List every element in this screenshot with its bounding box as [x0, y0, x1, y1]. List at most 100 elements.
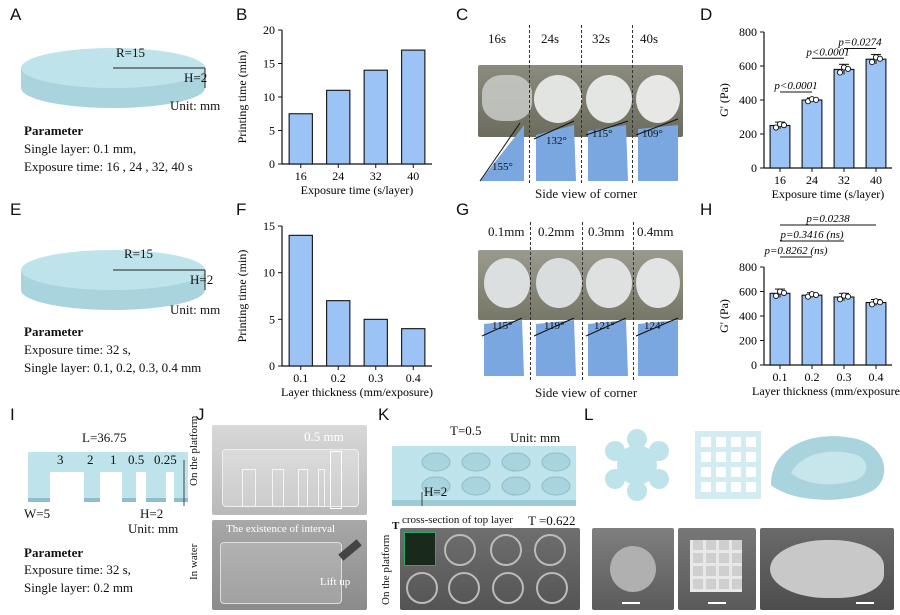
shape-models — [605, 429, 885, 501]
p-value-label: p<0.0001 — [773, 80, 817, 92]
y-tick-label: 200 — [739, 127, 757, 141]
panel-g: 0.1mm 0.2mm 0.3mm 0.4mm 115° 119° 121° 1… — [478, 222, 683, 382]
unit-label-k: Unit: mm — [510, 430, 561, 445]
y-tick-label: 15 — [263, 219, 275, 233]
disk-photo — [478, 250, 683, 320]
bar — [401, 328, 426, 367]
y-tick-label: 5 — [269, 312, 275, 326]
thickness-label: 0.3mm — [588, 224, 625, 239]
bar — [363, 318, 388, 367]
data-point — [812, 96, 820, 103]
comb-diagram-i — [28, 452, 188, 506]
radius-label-a: R=15 — [116, 45, 146, 60]
param-line1-i: Exposure time: 32 s, — [24, 562, 131, 577]
x-tick-label: 0.2 — [331, 371, 346, 385]
data-point — [868, 59, 876, 66]
panel-letter-l: L — [584, 405, 594, 424]
unit-label-e: Unit: mm — [170, 302, 221, 317]
param-title-a: Parameter — [24, 123, 84, 138]
param-title-i: Parameter — [24, 545, 84, 560]
bar — [288, 234, 313, 367]
x-tick-label: 24 — [806, 173, 818, 187]
data-point — [812, 291, 820, 298]
data-point — [876, 299, 884, 306]
comb-photo-water: The existence of interval Lift up — [212, 520, 367, 610]
radius-label-e: R=15 — [124, 246, 154, 261]
x-tick-label: 24 — [332, 169, 344, 183]
y-axis-label: Printing time (min) — [235, 250, 249, 343]
bar — [865, 58, 887, 169]
x-tick-label: 0.3 — [368, 371, 383, 385]
angle-label: 115° — [492, 320, 513, 332]
side-label-k: On the platform — [380, 534, 392, 605]
panel-letter-g: G — [456, 200, 470, 219]
panel-letter-e: E — [10, 200, 22, 219]
thickness-label: 0.4mm — [637, 224, 674, 239]
data-point — [772, 292, 780, 299]
thickness-label: 0.2mm — [538, 224, 575, 239]
bar — [769, 292, 791, 366]
x-tick-label: 0.3 — [837, 370, 852, 384]
x-tick-label: 0.4 — [406, 371, 421, 385]
height-label-e: H=2 — [190, 272, 214, 287]
comb-photo-platform: 0.5 mm — [212, 425, 367, 515]
x-tick-label: 32 — [370, 169, 382, 183]
panel-letter-d: D — [700, 5, 713, 24]
disk-diagram-a — [21, 48, 206, 108]
bar — [865, 301, 887, 366]
panel-letter-f: F — [236, 200, 247, 219]
p-value-label: p<0.0001 — [805, 46, 849, 58]
time-label: 16s — [488, 31, 507, 46]
panel-letter-h: H — [700, 200, 713, 219]
data-point — [844, 65, 852, 72]
well-plate-diagram — [392, 446, 576, 506]
panel-letter-i: I — [10, 405, 15, 424]
angle-label: 115° — [592, 128, 613, 140]
y-tick-label: 600 — [739, 285, 757, 299]
side-label-top: On the platform — [188, 415, 200, 486]
param-line2-e: Single layer: 0.1, 0.2, 0.3, 0.4 mm — [24, 360, 202, 375]
angle-label: 124° — [644, 320, 665, 332]
disk-photo — [478, 65, 683, 137]
panel-c: 16s 24s 32s 40s 155° 132° 115° 109° — [478, 25, 683, 185]
bar — [833, 296, 855, 366]
y-axis-label: Printing time (min) — [235, 51, 249, 144]
slot-label: 0.25 — [154, 452, 177, 467]
param-line1-e: Exposure time: 32 s, — [24, 342, 131, 357]
x-tick-label: 32 — [838, 173, 850, 187]
time-label: 32s — [592, 31, 611, 46]
bar — [801, 294, 823, 366]
caption-g: Side view of corner — [535, 385, 638, 400]
x-tick-label: 0.4 — [869, 370, 884, 384]
grid-photo — [678, 528, 756, 610]
x-tick-label: 16 — [774, 173, 786, 187]
well-plate-photo — [400, 528, 580, 610]
disk-diagram-e — [21, 250, 206, 310]
data-point — [844, 293, 852, 300]
y-tick-label: 5 — [269, 124, 275, 138]
x-axis-label: Exposure time (s/layer) — [301, 183, 414, 197]
flower-photo — [592, 528, 674, 610]
t-indicator: T — [392, 520, 400, 532]
slot-label: 0.5 — [128, 452, 145, 467]
y-tick-label: 15 — [263, 57, 275, 71]
param-line1-a: Single layer: 0.1 mm, — [24, 141, 137, 156]
y-tick-label: 800 — [739, 25, 757, 39]
lift-note: Lift up — [320, 576, 351, 588]
unit-label-a: Unit: mm — [170, 98, 221, 113]
x-axis-label: Layer thickness (mm/exposure) — [752, 384, 900, 398]
slot-label: 2 — [87, 452, 94, 467]
x-tick-label: 40 — [870, 173, 882, 187]
x-tick-label: 16 — [295, 169, 307, 183]
y-tick-label: 200 — [739, 334, 757, 348]
thickness-label: 0.1mm — [488, 224, 525, 239]
bar — [801, 99, 823, 169]
thickness-label-k: T=0.5 — [450, 423, 482, 438]
side-label-bottom: In water — [188, 543, 200, 580]
ear-photo — [760, 528, 894, 610]
unit-label-i: Unit: mm — [128, 521, 179, 536]
y-tick-label: 0 — [269, 359, 275, 373]
x-axis-label: Exposure time (s/layer) — [772, 187, 885, 201]
